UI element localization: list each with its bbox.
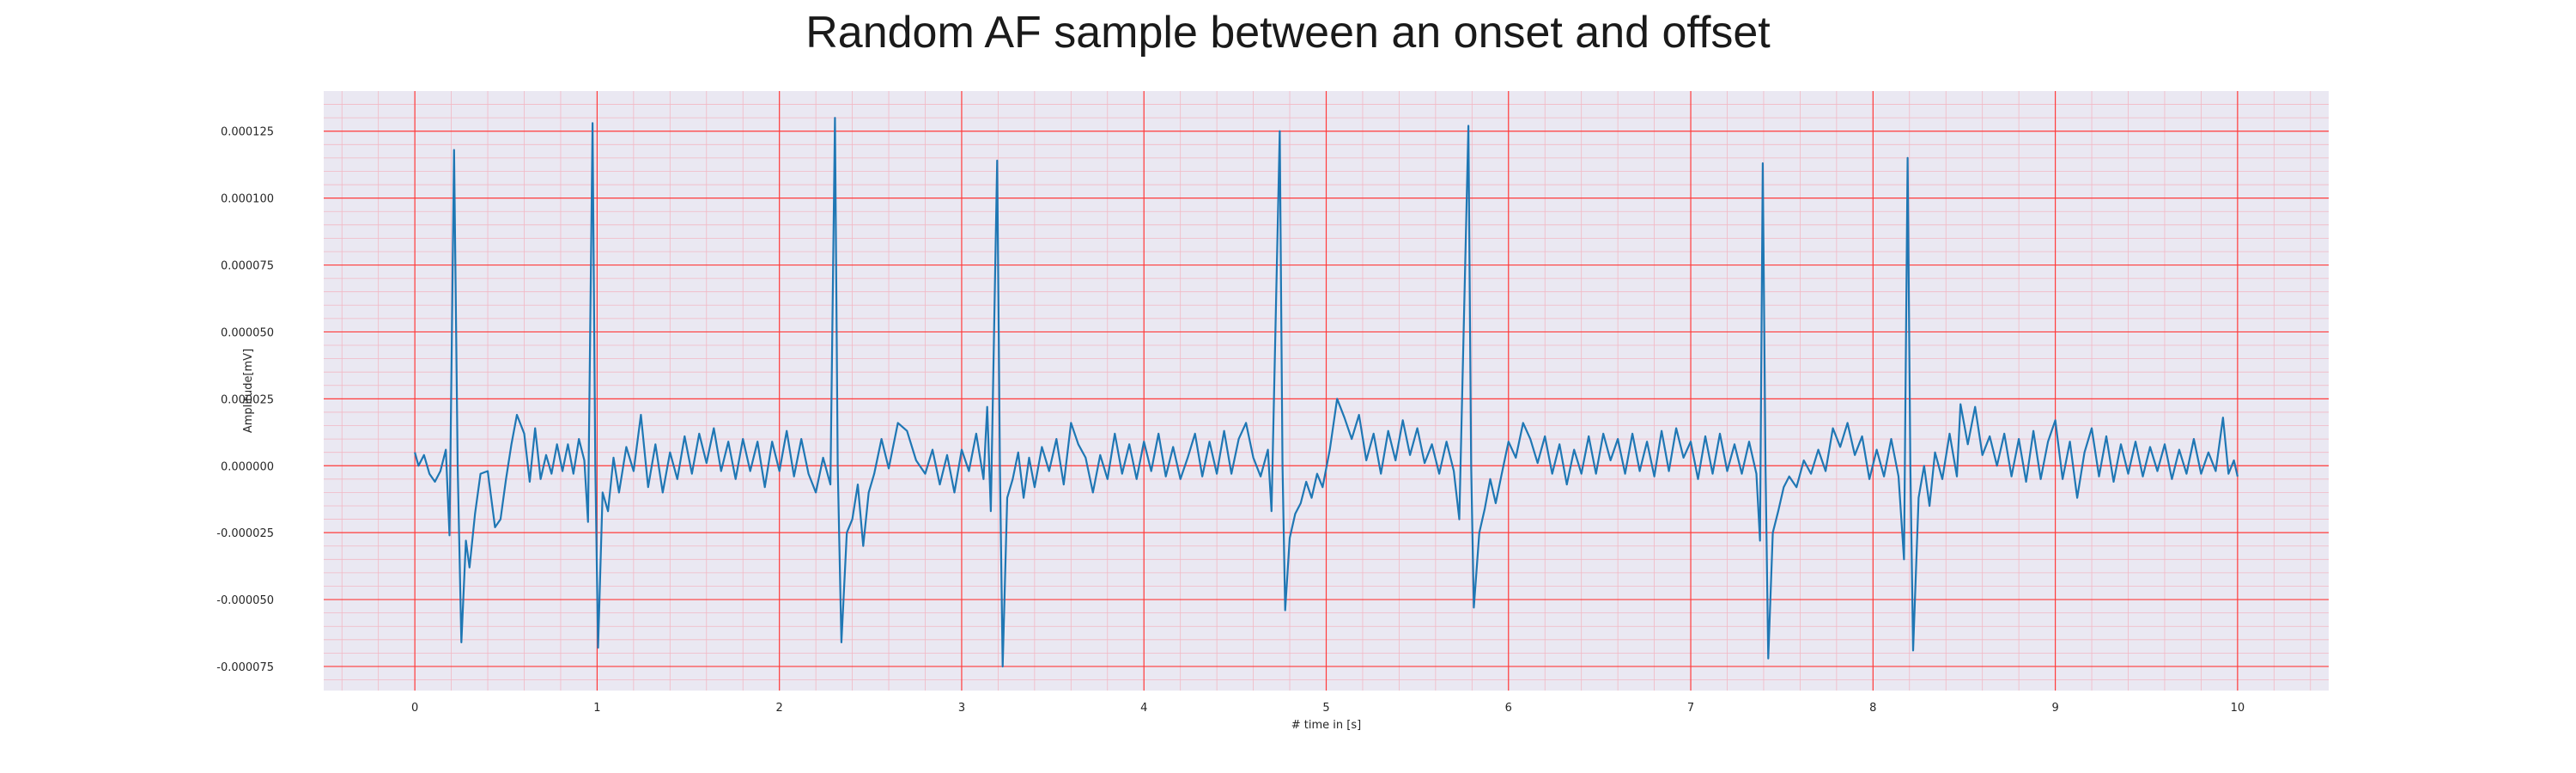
y-tick-label: 0.000050 xyxy=(221,326,274,339)
y-tick-label: 0.000000 xyxy=(221,460,274,473)
x-tick-label: 1 xyxy=(593,702,600,715)
x-tick-label: 6 xyxy=(1505,702,1512,715)
x-tick-label: 10 xyxy=(2231,702,2245,715)
y-tick-label: 0.000075 xyxy=(221,260,274,273)
y-axis-label: Amplitude[mV] xyxy=(242,349,255,433)
y-tick-label: -0.000050 xyxy=(216,594,274,607)
y-tick-label: -0.000025 xyxy=(216,527,274,540)
x-tick-label: 3 xyxy=(958,702,965,715)
chart-title: Random AF sample between an onset and of… xyxy=(805,8,1771,58)
x-tick-label: 2 xyxy=(776,702,783,715)
x-tick-label: 4 xyxy=(1140,702,1147,715)
x-tick-label: 0 xyxy=(411,702,418,715)
y-tick-label: 0.000100 xyxy=(221,193,274,206)
y-axis-ticks: -0.000075 -0.000050 -0.000025 0.000000 0.000… xyxy=(216,126,274,674)
y-tick-label: 0.000125 xyxy=(221,126,274,139)
y-tick-label: 0.000025 xyxy=(221,393,274,406)
x-tick-label: 9 xyxy=(2051,702,2058,715)
x-tick-label: 7 xyxy=(1687,702,1694,715)
x-tick-label: 5 xyxy=(1322,702,1329,715)
x-axis-ticks: 0 1 2 3 4 5 6 7 8 9 10 xyxy=(411,702,2245,715)
series-line xyxy=(414,117,2239,668)
x-tick-label: 8 xyxy=(1869,702,1876,715)
x-axis-label: # time in [s] xyxy=(1291,719,1361,732)
y-tick-label: -0.000075 xyxy=(216,661,274,674)
